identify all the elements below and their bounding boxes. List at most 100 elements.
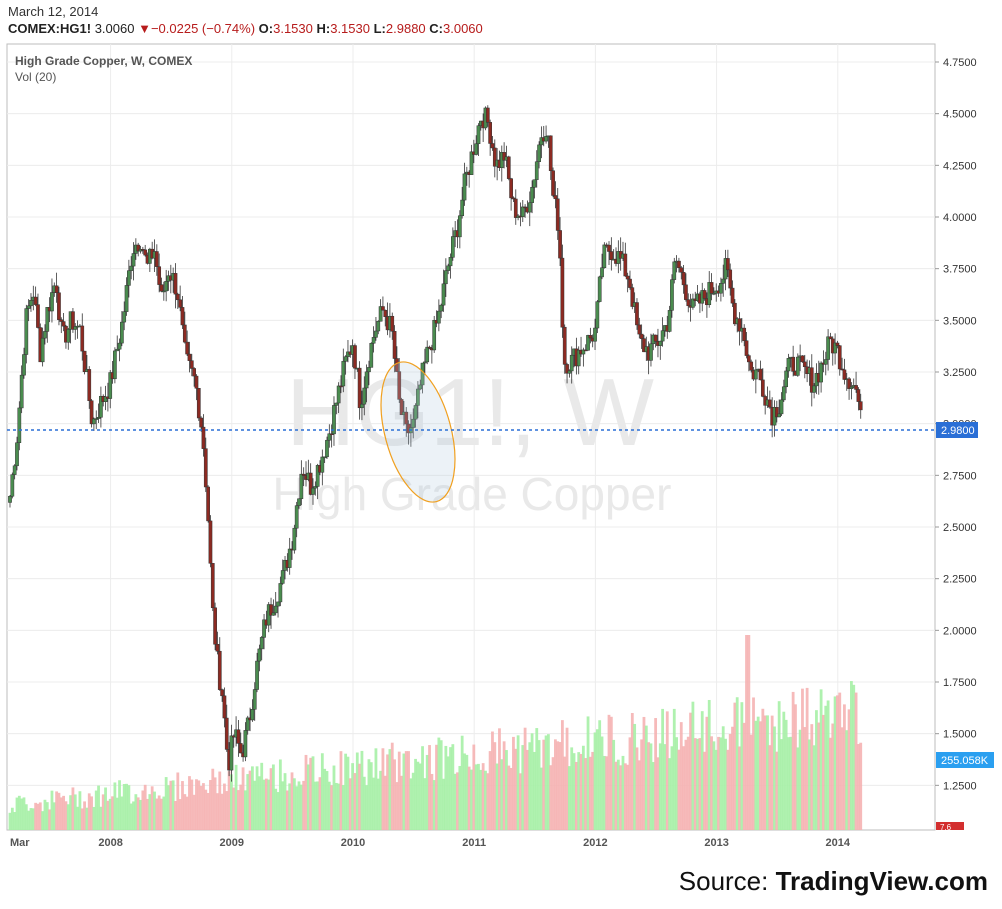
candle-body xyxy=(194,375,199,389)
volume-bar xyxy=(558,742,562,830)
volume-bar xyxy=(612,739,616,830)
volume-bar xyxy=(181,781,184,830)
candle-body xyxy=(747,355,751,363)
volume-bar xyxy=(197,780,201,830)
volume-bar xyxy=(437,737,441,830)
volume-bar xyxy=(78,791,82,830)
volume-bar xyxy=(619,765,623,830)
volume-bar xyxy=(789,736,793,830)
candle xyxy=(802,354,807,379)
volume-bar xyxy=(540,767,543,830)
candle-body xyxy=(835,342,840,346)
candle xyxy=(653,334,658,348)
volume-bar xyxy=(584,758,588,830)
x-tick-label: 2011 xyxy=(462,837,486,849)
volume-bar xyxy=(479,769,483,830)
candle xyxy=(728,263,733,296)
candle-body xyxy=(213,607,217,645)
candle xyxy=(630,283,635,310)
candle-body xyxy=(36,304,40,328)
volume-bar xyxy=(155,798,159,830)
candle xyxy=(858,393,863,419)
x-tick-label: 2013 xyxy=(704,837,728,849)
candle xyxy=(795,353,800,377)
candle xyxy=(301,467,306,487)
candle xyxy=(10,472,15,499)
volume-bar xyxy=(101,794,105,830)
volume-bar xyxy=(498,728,501,830)
candle xyxy=(576,346,581,375)
candle-body xyxy=(17,407,22,443)
volume-bar xyxy=(801,688,804,830)
volume-bar xyxy=(365,785,369,830)
candle-body xyxy=(208,520,213,564)
volume-bar xyxy=(367,759,371,830)
volume-bar xyxy=(218,771,222,830)
candle xyxy=(562,324,567,374)
candle-body xyxy=(115,348,120,352)
candle xyxy=(154,244,159,276)
volume-bar xyxy=(160,798,163,830)
candle-body xyxy=(182,324,187,343)
volume-bar xyxy=(686,736,690,830)
volume-bar xyxy=(728,734,732,830)
volume-bar xyxy=(304,754,308,830)
candle xyxy=(127,259,131,298)
volume-bar xyxy=(633,723,637,830)
candle-body xyxy=(744,340,749,356)
candle xyxy=(530,180,534,214)
volume-bar xyxy=(717,736,720,830)
y-tick-label: 3.2500 xyxy=(943,367,977,379)
volume-bar xyxy=(567,766,571,830)
volume-bar xyxy=(630,713,634,830)
volume-bar xyxy=(843,704,846,830)
volume-bar xyxy=(57,792,61,830)
candle xyxy=(502,142,506,169)
candle xyxy=(823,351,828,376)
candle-body xyxy=(602,244,607,268)
candle-body xyxy=(369,343,374,368)
volume-bar xyxy=(388,749,392,830)
candle xyxy=(856,387,861,411)
candle-body xyxy=(593,327,597,342)
volume-bar xyxy=(176,772,180,830)
candle-body xyxy=(26,305,31,309)
volume-bar xyxy=(819,689,823,830)
candle-body xyxy=(43,331,47,339)
volume-bar xyxy=(31,808,35,830)
candle xyxy=(747,354,751,372)
volume-bar xyxy=(516,735,520,830)
volume-bar xyxy=(318,777,322,830)
candle xyxy=(488,119,492,156)
candle-body xyxy=(187,353,192,361)
watermark-symbol: HG1!, W xyxy=(286,359,654,466)
candle xyxy=(36,293,40,329)
volume-bar xyxy=(640,739,644,830)
candle-body xyxy=(509,178,513,199)
volume-bar xyxy=(55,791,59,830)
candle-body xyxy=(444,270,448,285)
candle xyxy=(315,463,320,500)
candle-body xyxy=(795,356,800,376)
candle-body xyxy=(642,338,646,353)
candle-body xyxy=(376,321,381,332)
candle-body xyxy=(161,290,166,293)
volume-bar xyxy=(148,794,152,830)
candle xyxy=(255,652,259,693)
candle-body xyxy=(702,290,707,299)
volume-bar xyxy=(90,796,93,830)
candle-body xyxy=(558,230,562,259)
candle-body xyxy=(311,487,315,495)
candle xyxy=(339,375,343,394)
candle xyxy=(737,312,742,346)
candle-body xyxy=(22,354,26,376)
candle xyxy=(819,361,823,393)
candle-body xyxy=(628,278,632,288)
volume-bar xyxy=(108,798,112,830)
volume-bar xyxy=(512,736,515,830)
candle xyxy=(399,397,404,416)
candle xyxy=(59,317,64,334)
volume-bar xyxy=(174,800,177,830)
candle-body xyxy=(842,369,847,380)
volume-bar xyxy=(211,768,215,830)
